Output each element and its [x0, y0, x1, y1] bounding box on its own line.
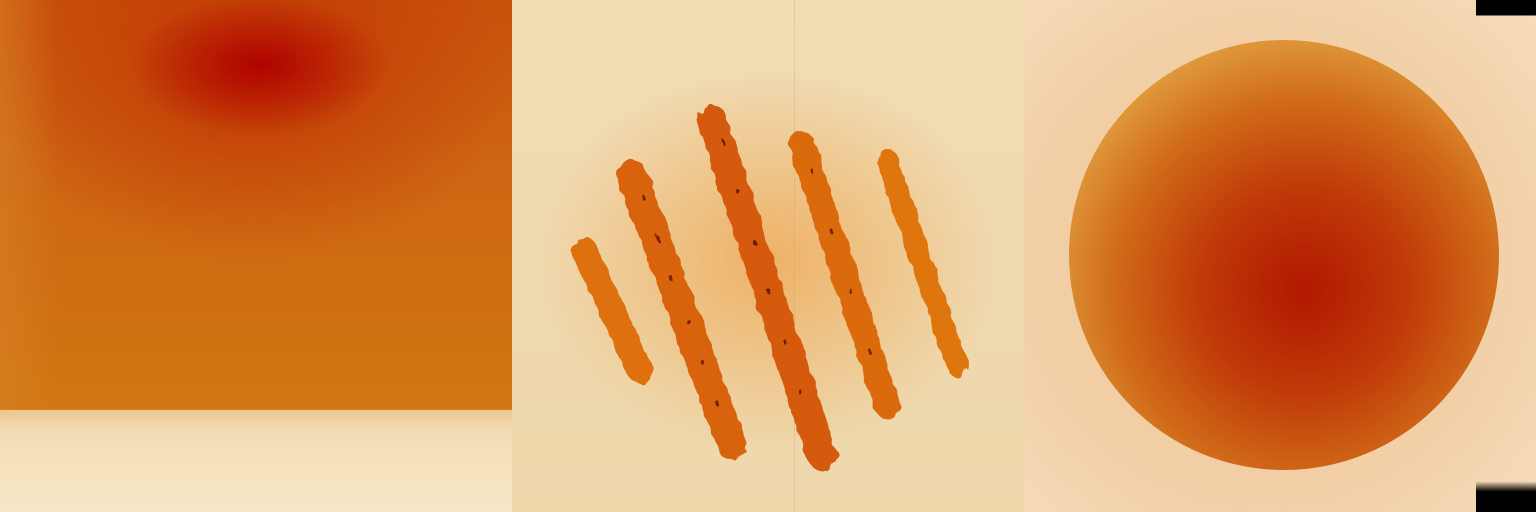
panel-toast-marks	[512, 0, 1024, 512]
sear-mark	[876, 149, 968, 376]
sear-marks	[571, 105, 968, 470]
sear-mark	[789, 132, 900, 418]
panel-seam	[794, 0, 795, 512]
left-edge-fade	[0, 0, 60, 410]
corner-mask	[1476, 0, 1536, 512]
sear-mark	[617, 160, 747, 460]
panel-round-blob	[1024, 0, 1536, 512]
pale-base-band	[0, 410, 512, 512]
sear-mark	[571, 237, 653, 383]
panel-smear	[0, 0, 512, 512]
round-blob	[1069, 40, 1499, 470]
sear-mark	[697, 105, 837, 470]
